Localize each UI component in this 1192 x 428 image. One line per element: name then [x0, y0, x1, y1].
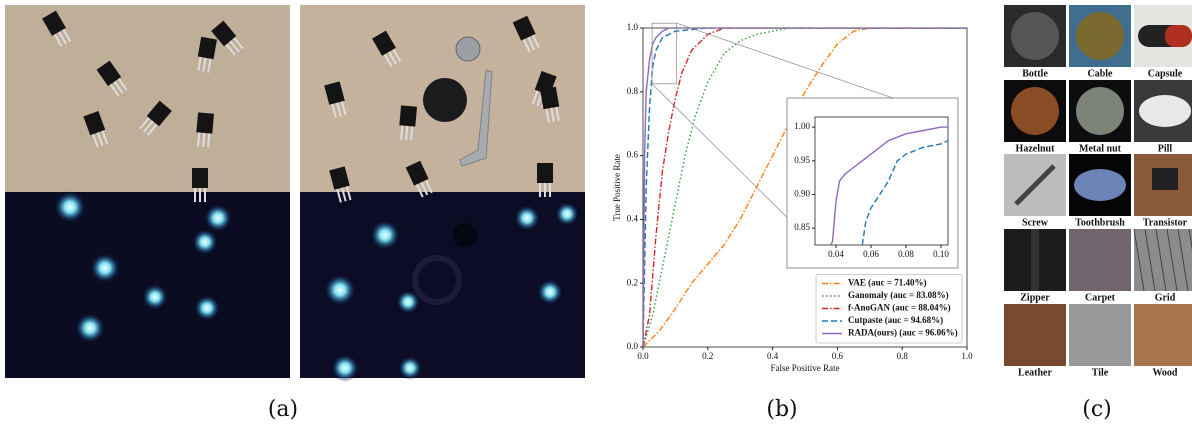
heat-blob — [331, 354, 359, 382]
object — [1031, 229, 1039, 291]
heat-blob — [398, 356, 422, 380]
legend-label: Ganomaly (auc = 83.08%) — [848, 290, 949, 300]
x-tick-label: 0.6 — [832, 351, 844, 361]
y-tick-label: 0.6 — [627, 150, 639, 160]
category-label: Hazelnut — [1016, 143, 1056, 154]
object — [1076, 12, 1124, 60]
transistor-pin — [549, 183, 551, 197]
y-tick-label: 0.95 — [794, 155, 810, 165]
x-tick-label: 0.2 — [702, 351, 713, 361]
cap — [423, 78, 467, 122]
category-label: Zipper — [1020, 292, 1050, 303]
object — [1076, 87, 1124, 135]
category-image — [1069, 229, 1131, 291]
y-tick-label: 0.8 — [627, 86, 639, 96]
legend-label: Cutpaste (auc = 94.68%) — [848, 315, 943, 325]
caption: (c) — [1082, 397, 1112, 422]
x-tick-label: 0.0 — [637, 351, 649, 361]
y-tick-label: 0.85 — [794, 222, 810, 232]
heat-blob — [555, 202, 579, 226]
category-label: Pill — [1158, 143, 1173, 154]
object — [1152, 168, 1178, 190]
y-tick-label: 1.0 — [627, 22, 639, 32]
transistor — [537, 163, 553, 197]
category-image — [1069, 304, 1131, 366]
transistor-pin — [194, 188, 196, 202]
category-label: Wood — [1152, 367, 1177, 378]
transistor-body — [198, 37, 217, 59]
y-tick-label: 0.2 — [627, 277, 638, 287]
category-label: Leather — [1018, 367, 1052, 378]
y-tick-label: 1.00 — [794, 121, 810, 131]
heatmap-dark — [453, 223, 477, 247]
category-label: Bottle — [1022, 68, 1048, 79]
heat-blob — [75, 313, 105, 343]
category-label: Cable — [1088, 68, 1114, 79]
category-label: Grid — [1155, 292, 1176, 303]
legend-label: VAE (auc = 71.40%) — [848, 278, 926, 288]
object — [1074, 169, 1126, 201]
photo — [5, 5, 290, 192]
heat-blob — [370, 220, 400, 250]
heat-blob — [204, 204, 232, 232]
x-tick-label: 0.08 — [898, 249, 914, 259]
object — [1139, 95, 1191, 127]
x-tick-label: 0.4 — [767, 351, 779, 361]
category-label: Metal nut — [1079, 143, 1122, 154]
figure: 0.0 0.2 0.4 0.6 0.8 1.0 0.0 0.2 0.4 0.6 0.8 1.0 Fals… — [0, 0, 1192, 428]
legend-label: f-AnoGAN (auc = 88.04%) — [848, 303, 951, 313]
transistor-body — [399, 105, 417, 126]
transistor — [192, 168, 208, 202]
x-axis-label: False Positive Rate — [771, 363, 840, 373]
heat-blob — [90, 253, 120, 283]
transistor-body — [192, 168, 208, 188]
x-tick-label: 0.10 — [933, 249, 949, 259]
heat-blob — [396, 290, 420, 314]
y-axis-label: True Positive Rate — [612, 154, 622, 221]
heat-blob — [514, 205, 540, 231]
heat-blob — [142, 284, 168, 310]
roc-chart: 0.0 0.2 0.4 0.6 0.8 1.0 0.0 0.2 0.4 0.6 0.8 1.0 Fals… — [612, 22, 973, 373]
x-tick-label: 0.06 — [863, 249, 879, 259]
heat-blob — [194, 295, 220, 321]
coin — [456, 37, 480, 61]
transistor-body — [537, 163, 553, 183]
category-label: Transistor — [1143, 217, 1188, 228]
transistor-pin — [544, 183, 546, 197]
object — [1011, 87, 1059, 135]
y-tick-label: 0.90 — [794, 189, 810, 199]
object — [1165, 25, 1192, 47]
category-image — [1004, 304, 1066, 366]
caption: (b) — [766, 397, 797, 422]
x-tick-label: 1.0 — [961, 351, 973, 361]
x-tick-label: 0.04 — [828, 249, 844, 259]
category-label: Toothbrush — [1075, 217, 1125, 228]
transistor-body — [196, 112, 214, 133]
transistor-pin — [539, 183, 541, 197]
transistor-body — [540, 87, 559, 109]
category-grid: Bottle Cable Capsule Hazelnut Metal nut Pill S… — [1004, 5, 1192, 378]
y-tick-label: 0.0 — [627, 341, 639, 351]
heat-blob — [192, 229, 218, 255]
legend-label: RADA(ours) (auc = 96.06%) — [848, 328, 958, 338]
category-label: Screw — [1022, 217, 1049, 228]
caption: (a) — [268, 397, 298, 422]
object — [1011, 12, 1059, 60]
heat-blob — [324, 274, 356, 306]
category-label: Carpet — [1085, 292, 1116, 303]
x-tick-label: 0.8 — [897, 351, 909, 361]
heat-blob — [537, 279, 563, 305]
category-label: Tile — [1092, 367, 1109, 378]
category-image — [1134, 304, 1192, 366]
transistor-pin — [199, 188, 201, 202]
transistor-pin — [204, 188, 206, 202]
heatmap — [5, 192, 290, 378]
plot-area — [815, 117, 948, 245]
category-label: Capsule — [1148, 68, 1183, 79]
y-tick-label: 0.4 — [627, 213, 639, 223]
heat-blob — [54, 191, 86, 223]
